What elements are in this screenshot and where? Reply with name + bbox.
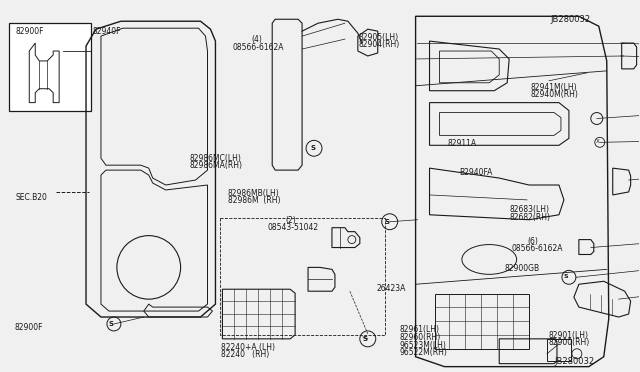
Bar	[435, 294, 529, 349]
Text: 82941M(LH): 82941M(LH)	[531, 83, 577, 92]
Text: 82940F: 82940F	[93, 27, 121, 36]
Text: 82986MC(LH): 82986MC(LH)	[189, 154, 241, 163]
Text: SEC.B20: SEC.B20	[15, 193, 47, 202]
Text: 82901(LH): 82901(LH)	[548, 331, 588, 340]
Text: 82900F: 82900F	[15, 27, 44, 36]
Text: 82900GB: 82900GB	[505, 263, 540, 273]
Text: (6): (6)	[527, 237, 538, 246]
Text: (4): (4)	[252, 35, 262, 44]
Text: S: S	[385, 219, 390, 225]
Text: 82240+A (LH): 82240+A (LH)	[221, 343, 275, 352]
Text: 82986MA(RH): 82986MA(RH)	[189, 161, 243, 170]
Text: S: S	[363, 336, 368, 342]
Text: 82904(RH): 82904(RH)	[358, 40, 399, 49]
Text: 82900F: 82900F	[14, 323, 43, 331]
Text: 26423A: 26423A	[376, 284, 406, 293]
Text: 82960(RH): 82960(RH)	[399, 333, 441, 341]
Text: X: X	[596, 140, 600, 144]
Text: S: S	[109, 321, 114, 327]
Text: 82682(RH): 82682(RH)	[510, 212, 551, 222]
Text: 82683(LH): 82683(LH)	[510, 205, 550, 214]
Text: 08566-6162A: 08566-6162A	[233, 43, 284, 52]
Text: 82905(LH): 82905(LH)	[358, 33, 398, 42]
Text: JB280032: JB280032	[550, 15, 591, 25]
Text: B2940FA: B2940FA	[459, 168, 492, 177]
Text: S: S	[310, 145, 315, 151]
Text: 82911A: 82911A	[447, 139, 477, 148]
Text: (2): (2)	[285, 215, 296, 225]
Text: 08566-6162A: 08566-6162A	[511, 244, 563, 253]
Text: 08543-51042: 08543-51042	[268, 223, 319, 232]
Bar	[220, 218, 385, 335]
Text: 96522M(RH): 96522M(RH)	[399, 349, 447, 357]
Text: 82900(RH): 82900(RH)	[548, 338, 589, 347]
Text: 82986MB(LH): 82986MB(LH)	[228, 189, 279, 198]
Text: JB280032: JB280032	[554, 357, 594, 366]
Text: 82240   (RH): 82240 (RH)	[221, 350, 269, 359]
Text: 96523M(LH): 96523M(LH)	[399, 341, 447, 350]
Text: 82986M  (RH): 82986M (RH)	[228, 196, 280, 205]
Bar	[10, 23, 91, 110]
Text: 82940M(RH): 82940M(RH)	[531, 90, 578, 99]
Text: 82961(LH): 82961(LH)	[399, 325, 440, 334]
Text: S: S	[564, 274, 568, 279]
